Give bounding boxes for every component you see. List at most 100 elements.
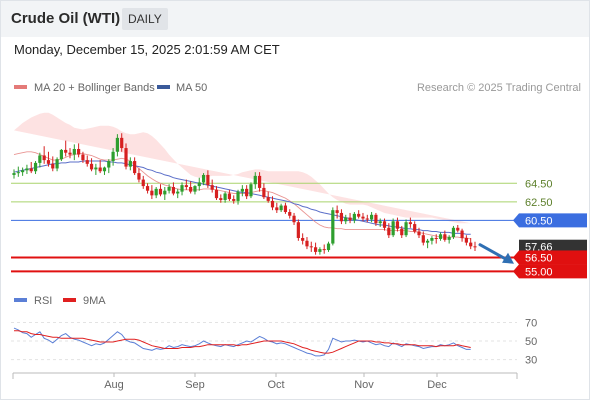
candle-body (141, 179, 145, 187)
candle (369, 212, 374, 223)
candle-body (275, 207, 279, 211)
candle (357, 210, 361, 219)
candle (137, 168, 141, 183)
candle (72, 144, 76, 161)
candle (145, 183, 150, 194)
candle (266, 191, 270, 203)
candle-body (456, 227, 460, 231)
candle-body (158, 188, 163, 195)
candle (85, 155, 89, 167)
candle (193, 185, 197, 195)
candle-body (301, 237, 305, 241)
candle-body (64, 149, 68, 153)
candle (460, 228, 464, 242)
candle (150, 185, 154, 200)
candle-body (150, 190, 154, 196)
candle-body (81, 154, 85, 161)
candle (59, 148, 63, 162)
pivot-price-label: 60.50 (519, 213, 587, 228)
candle (232, 195, 236, 204)
candle-body (59, 149, 63, 160)
candle (443, 230, 447, 242)
candle-body (21, 170, 25, 173)
candle (227, 189, 232, 201)
candle-body (400, 228, 404, 236)
candle (279, 203, 283, 213)
candle (154, 187, 158, 199)
candle (270, 196, 275, 211)
candle (400, 225, 404, 238)
x-axis-month-label: Aug (104, 379, 124, 391)
ma50-legend-swatch (157, 85, 170, 89)
candle-body (94, 167, 98, 170)
candle (451, 225, 456, 239)
candle-body (232, 199, 236, 201)
candle-body (46, 160, 51, 164)
price-label-pointer (513, 264, 519, 279)
candle (111, 148, 115, 166)
candle (51, 156, 55, 172)
candle-body (163, 190, 167, 195)
candle-body (167, 187, 171, 191)
candle (456, 225, 460, 233)
candle (387, 223, 391, 238)
candle-body (430, 237, 434, 241)
candle (77, 143, 81, 158)
candle-body (29, 168, 33, 172)
x-axis-month-label: Sep (185, 379, 205, 391)
candle (318, 247, 322, 255)
rsi-ma-line (14, 330, 471, 354)
candle-body (464, 237, 468, 243)
candle (167, 184, 171, 194)
x-axis: Aug Sep Oct Nov Dec (12, 372, 518, 391)
price-label-pointer (513, 213, 519, 228)
support-price-label: 55.00 (519, 264, 587, 279)
candle-body (124, 148, 128, 167)
candle-body (25, 168, 29, 171)
candle (301, 233, 305, 245)
candle (305, 237, 309, 250)
candle-body (357, 213, 361, 217)
candle (133, 157, 137, 175)
candle (42, 146, 46, 164)
candle-body (361, 216, 365, 219)
candle-body (72, 148, 76, 155)
candle-body (339, 212, 344, 222)
candle-body (296, 222, 300, 238)
candle (141, 175, 145, 189)
candle-body (438, 234, 443, 239)
candle-body (279, 205, 283, 211)
candle (344, 214, 348, 225)
candle-body (249, 184, 253, 197)
rsi-tick-label: 50 (525, 336, 537, 348)
candle (395, 217, 400, 232)
candle-body (223, 193, 227, 200)
candle-body (262, 187, 266, 198)
candle (33, 161, 38, 175)
candle (163, 187, 167, 200)
candle (16, 166, 20, 177)
candle (249, 182, 253, 199)
candle-body (55, 159, 59, 169)
candle-body (77, 148, 81, 155)
candle-body (382, 221, 387, 228)
candle-body (253, 175, 257, 185)
candle (25, 164, 29, 175)
candle (434, 234, 438, 244)
candle-body (309, 246, 313, 248)
candle-body (426, 240, 430, 243)
forecast-arrow-head (502, 252, 514, 264)
timestamp: Monday, December 15, 2025 2:01:59 AM CET (14, 42, 280, 57)
period-badge[interactable]: DAILY (122, 8, 168, 30)
price-label-text: 60.50 (525, 215, 553, 227)
candle-body (137, 173, 141, 180)
candle (322, 244, 326, 254)
candle-body (197, 182, 201, 187)
candle (21, 167, 25, 176)
candle-body (51, 163, 55, 169)
candle-body (115, 137, 120, 152)
candle (408, 217, 412, 228)
candle-body (344, 217, 348, 222)
candle (201, 173, 206, 186)
candle-body (318, 249, 322, 252)
